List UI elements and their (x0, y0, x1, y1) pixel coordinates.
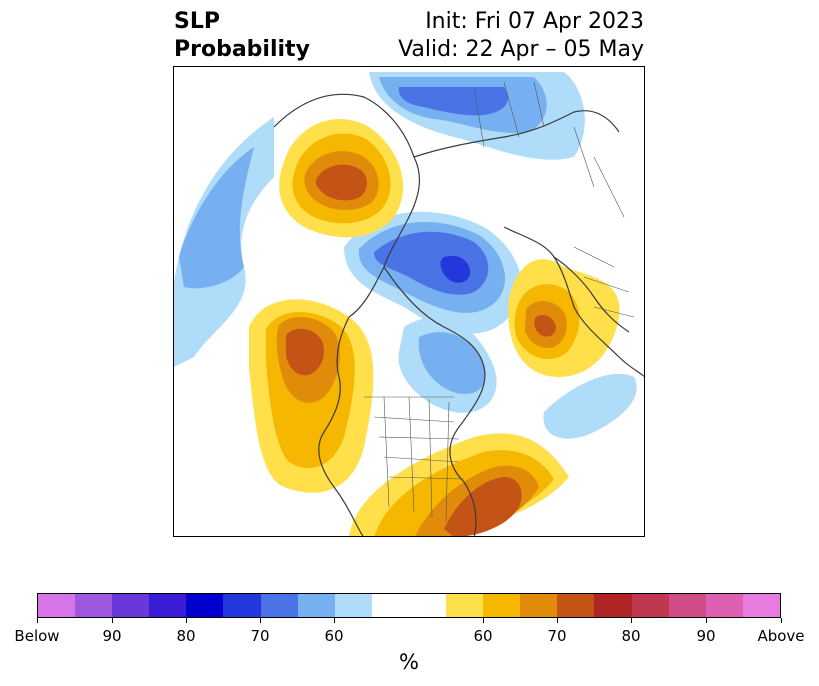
map-title: SLP Probability (174, 8, 310, 64)
north-pacific-below-65 (179, 147, 254, 289)
colorbar-segment (483, 594, 521, 617)
colorbar-segment (223, 594, 261, 617)
colorbar-tick (781, 618, 782, 623)
colorbar-tick (334, 618, 335, 623)
colorbar-segment (668, 594, 706, 617)
colorbar-segment (75, 594, 113, 617)
colorbar-segment (186, 594, 224, 617)
colorbar-tick (483, 618, 484, 623)
map-dates: Init: Fri 07 Apr 2023 Valid: 22 Apr – 05… (398, 8, 644, 64)
colorbar-tick-label: 80 (176, 627, 196, 645)
colorbar-segment (149, 594, 187, 617)
colorbar-tick (186, 618, 187, 623)
colorbar-tick (557, 618, 558, 623)
colorbar-segment (260, 594, 298, 617)
colorbar-segment (112, 594, 150, 617)
colorbar-tick (37, 618, 38, 623)
siberia-below-70 (398, 87, 508, 116)
canada-below-65 (418, 332, 486, 394)
europe-above-75 (534, 315, 556, 337)
colorbar-tick-label: 60 (324, 627, 344, 645)
alaska-above-75 (315, 164, 367, 201)
colorbar-segment (742, 594, 780, 617)
colorbar-tick (631, 618, 632, 623)
title-variable: SLP (174, 9, 220, 34)
colorbar-segment (520, 594, 558, 617)
colorbar-segment (631, 594, 669, 617)
colorbar-segment (446, 594, 484, 617)
colorbar-tick (260, 618, 261, 623)
probability-colorbar (37, 593, 781, 618)
atlantic-below-60 (543, 373, 637, 439)
atlantic-above-75 (444, 477, 522, 536)
country-borders (364, 81, 635, 523)
valid-range: Valid: 22 Apr – 05 May (398, 37, 644, 62)
colorbar-tick-label: 80 (621, 627, 641, 645)
colorbar-tick-label: 70 (547, 627, 567, 645)
colorbar-segment (371, 594, 409, 617)
colorbar-segment (408, 594, 447, 617)
colorbar-segment (705, 594, 743, 617)
colorbar-segment (557, 594, 595, 617)
pnw-above-75 (286, 328, 325, 376)
probability-map (174, 72, 644, 536)
coastlines (273, 93, 644, 536)
init-date: Init: Fri 07 Apr 2023 (425, 9, 644, 34)
arctic-below-80 (440, 255, 471, 283)
colorbar-segment (297, 594, 335, 617)
colorbar-tick (706, 618, 707, 623)
colorbar-tick-label: 90 (696, 627, 716, 645)
map-panel (173, 66, 645, 537)
colorbar-tick-label: 90 (102, 627, 122, 645)
colorbar-tick-label: Above (757, 627, 805, 645)
colorbar-segment (594, 594, 632, 617)
colorbar-tick-label: 70 (250, 627, 270, 645)
colorbar-unit-label: % (399, 650, 419, 674)
colorbar-segment (38, 594, 76, 617)
colorbar-tick (112, 618, 113, 623)
colorbar-tick-label: Below (14, 627, 60, 645)
colorbar-segment (334, 594, 372, 617)
colorbar-tick-label: 60 (473, 627, 493, 645)
title-metric: Probability (174, 37, 310, 62)
